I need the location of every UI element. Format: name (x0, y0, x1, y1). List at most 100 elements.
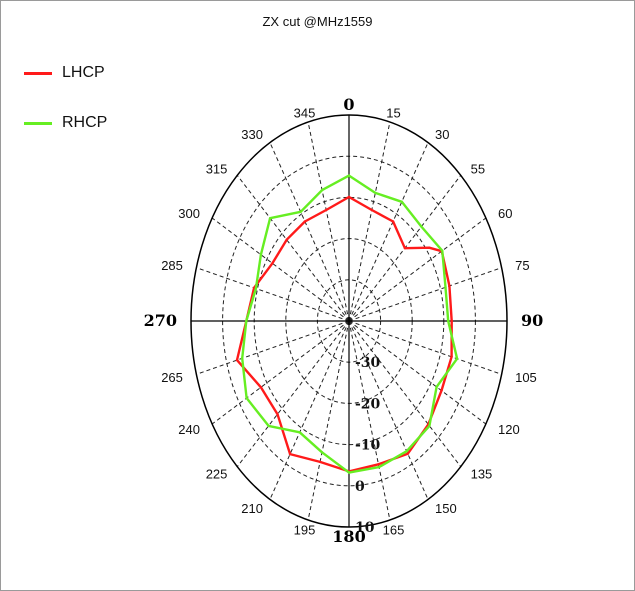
angle-label: 135 (471, 467, 493, 482)
angle-label: 60 (498, 206, 512, 221)
series-lhcp-point (325, 208, 328, 212)
series-rhcp-point (405, 450, 408, 453)
series-rhcp-point (420, 225, 423, 228)
angle-label: 210 (241, 501, 263, 516)
angle-label: 225 (206, 467, 228, 482)
series-lhcp-point (377, 463, 380, 466)
grid-spoke (348, 320, 462, 467)
grid-spoke (348, 320, 429, 500)
series-lhcp-point (391, 220, 395, 223)
series-rhcp-point (320, 451, 324, 454)
angle-label: 345 (294, 105, 316, 120)
series-lhcp-point (450, 319, 453, 323)
radial-tick-label: -10 (355, 438, 381, 454)
series-rhcp-point (374, 191, 377, 195)
series-lhcp-point (271, 262, 274, 265)
grid-spoke (348, 320, 502, 375)
grid-spoke (307, 320, 350, 521)
radial-tick-label: -20 (355, 396, 381, 412)
series-lhcp-point (259, 386, 263, 389)
grid-spoke (348, 142, 429, 322)
series-lhcp-point (450, 355, 453, 358)
series-rhcp-point (347, 174, 351, 177)
grid-spoke (348, 217, 487, 322)
legend-swatch-lhcp (24, 72, 52, 75)
grid-spoke (236, 320, 350, 467)
series-lhcp-point (303, 220, 307, 223)
grid-spoke (211, 320, 350, 425)
series-rhcp-point (444, 286, 447, 289)
series-lhcp-point (403, 247, 407, 250)
series-lhcp-point (428, 246, 431, 249)
series-rhcp-point (441, 249, 444, 252)
series-lhcp-point (235, 358, 239, 362)
angle-label: 30 (435, 127, 449, 142)
series-rhcp-point (267, 424, 270, 428)
series-rhcp-point (254, 287, 258, 290)
angle-label: 55 (471, 161, 485, 176)
grid-spoke (269, 142, 350, 322)
series-rhcp-point (400, 200, 403, 203)
angle-label: 285 (161, 258, 183, 273)
angle-label: 300 (178, 206, 200, 221)
grid-spoke (348, 121, 391, 322)
series-rhcp-point (428, 424, 431, 428)
angle-label: 180 (332, 527, 365, 546)
angle-label: 75 (515, 258, 529, 273)
angle-label: 265 (161, 370, 183, 385)
angle-label: 315 (206, 161, 228, 176)
series-lhcp-point (406, 452, 409, 455)
legend-label-lhcp: LHCP (62, 64, 105, 81)
series-rhcp-point (259, 253, 263, 256)
angle-label: 90 (521, 311, 543, 330)
angle-label: 195 (294, 523, 316, 538)
angle-label: 270 (144, 311, 177, 330)
series-rhcp-point (455, 357, 459, 360)
series-rhcp-point (435, 385, 438, 389)
grid-spoke (196, 267, 350, 322)
grid-spoke (236, 175, 350, 322)
angle-label: 0 (343, 95, 354, 114)
legend-swatch-rhcp (24, 122, 52, 125)
series-lhcp-point (448, 284, 451, 288)
radial-tick-label: 10 (355, 520, 375, 536)
series-rhcp-point (241, 357, 244, 360)
grid-spoke (348, 320, 487, 425)
grid-spoke (307, 121, 350, 322)
angle-label: 165 (383, 523, 405, 538)
grid-spoke (211, 217, 350, 322)
series-lhcp-point (285, 238, 288, 241)
series-lhcp-point (347, 195, 351, 199)
grid-spoke (348, 320, 391, 521)
series-rhcp-point (245, 319, 248, 323)
series-rhcp-point (245, 396, 248, 400)
series-lhcp-line (235, 195, 453, 473)
series-rhcp-point (447, 319, 450, 323)
grid-spoke (269, 320, 350, 500)
radial-tick-label: -30 (355, 355, 381, 371)
series-rhcp-point (299, 210, 302, 213)
series-lhcp-point (318, 460, 322, 464)
series-rhcp-point (268, 217, 272, 220)
grid-spoke (196, 320, 350, 375)
series-rhcp-point (347, 471, 351, 474)
grid-spoke (348, 267, 502, 322)
angle-label: 120 (498, 422, 520, 437)
angle-label: 15 (386, 105, 400, 120)
angle-label: 105 (515, 370, 537, 385)
series-rhcp-point (377, 465, 381, 469)
angle-label: 330 (241, 127, 263, 142)
series-rhcp-point (320, 188, 324, 192)
angle-label: 240 (178, 422, 200, 437)
legend-label-rhcp: RHCP (62, 114, 108, 131)
angle-label: 150 (435, 501, 457, 516)
series-lhcp-point (440, 389, 443, 392)
series-lhcp-point (370, 208, 373, 212)
series-rhcp-point (298, 431, 301, 434)
series-lhcp-point (276, 413, 279, 416)
radial-tick-label: 0 (355, 479, 365, 495)
series-lhcp-point (288, 452, 292, 456)
chart-title: ZX cut @MHz1559 (262, 14, 373, 29)
